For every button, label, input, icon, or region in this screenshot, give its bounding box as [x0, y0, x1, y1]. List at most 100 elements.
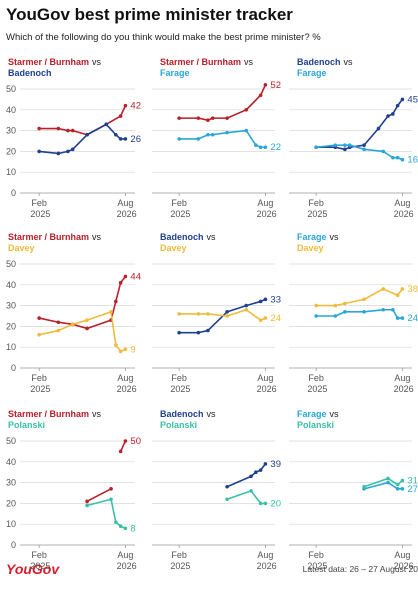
- data-point: [114, 343, 118, 347]
- legend-entry: Badenoch: [8, 68, 52, 78]
- data-point: [177, 312, 181, 316]
- panel-title: Badenoch vs Davey: [160, 232, 216, 253]
- x-tick-label: Feb 2025: [305, 198, 328, 219]
- data-point: [114, 132, 118, 137]
- data-point: [123, 526, 128, 531]
- data-point: [70, 147, 75, 152]
- data-point: [258, 145, 263, 150]
- value-label: 45: [407, 94, 418, 105]
- x-tick-label-line: Feb: [308, 198, 324, 208]
- data-point: [376, 126, 381, 131]
- data-point: [114, 299, 118, 304]
- panel: Starmer / Burnham vs Polanski 0 10 20 30 40 50 Fe…: [6, 409, 141, 571]
- x-tick-label: Aug 2026: [391, 198, 414, 219]
- data-point: [333, 314, 338, 318]
- data-point: [395, 316, 400, 320]
- data-point: [225, 130, 229, 135]
- series-line: [363, 477, 403, 488]
- panel-title: Farage vs Polanski: [297, 409, 339, 430]
- data-point: [66, 128, 70, 133]
- legend-entry: Davey: [297, 243, 324, 253]
- value-label: 38: [407, 284, 418, 295]
- title-joiner: vs: [207, 232, 217, 242]
- series-line: [86, 440, 127, 503]
- logo: YouGov: [6, 561, 60, 577]
- data-point: [263, 83, 268, 87]
- data-point: [343, 143, 347, 147]
- x-tick-label-line: Feb: [171, 550, 187, 560]
- x-tick-label: Feb 2025: [28, 550, 51, 571]
- x-tick-label-line: 2025: [28, 561, 51, 571]
- data-point: [225, 314, 229, 318]
- x-tick-label: Feb 2025: [168, 373, 191, 394]
- legend-entry: Polanski: [297, 420, 334, 430]
- data-point: [56, 126, 61, 131]
- legend-entry: Polanski: [8, 420, 45, 430]
- data-point: [206, 312, 210, 316]
- data-point: [114, 520, 118, 524]
- x-tick-label-line: 2026: [391, 561, 414, 571]
- data-point: [244, 108, 249, 112]
- data-point: [386, 480, 390, 485]
- data-point: [123, 439, 128, 443]
- value-label: 50: [130, 436, 141, 447]
- panel-title: Badenoch vs Farage: [297, 57, 353, 78]
- data-point: [362, 143, 366, 147]
- value-label: 26: [130, 134, 141, 145]
- data-point: [196, 116, 201, 120]
- legend-entry: Farage: [297, 409, 327, 419]
- panel-title: Starmer / Burnham vs Davey: [8, 232, 102, 253]
- x-tick-label-line: Feb: [308, 373, 324, 383]
- legend-entry: Starmer / Burnham: [8, 409, 89, 419]
- value-label: 22: [270, 142, 281, 153]
- legend-entry: Farage: [297, 68, 327, 78]
- data-point: [381, 287, 386, 291]
- x-tick-label-line: 2025: [168, 384, 191, 394]
- data-point: [391, 307, 395, 312]
- x-tick-label: Aug 2026: [114, 550, 137, 571]
- legend-entry: Starmer / Burnham: [8, 232, 89, 242]
- y-tick-label: 50: [6, 259, 16, 269]
- title-joiner: vs: [330, 232, 340, 242]
- subtitle: Which of the following do you think woul…: [6, 32, 321, 43]
- value-label: 8: [130, 523, 135, 534]
- data-point: [210, 116, 215, 120]
- data-point: [225, 310, 229, 314]
- x-tick-label-line: 2026: [114, 209, 137, 219]
- x-tick-label: Aug 2026: [391, 373, 414, 394]
- legend-entry: Badenoch: [297, 57, 341, 67]
- x-tick-label-line: Feb: [31, 550, 47, 560]
- x-tick-label: Aug 2026: [254, 373, 277, 394]
- data-point: [177, 330, 181, 335]
- data-point: [254, 143, 258, 147]
- data-point: [263, 297, 268, 302]
- panel-title: Starmer / Burnham vs Farage: [160, 57, 254, 78]
- data-point: [70, 322, 75, 327]
- title-joiner: vs: [92, 409, 102, 419]
- data-point: [263, 316, 268, 320]
- legend-entry: Badenoch: [160, 232, 204, 242]
- y-tick-label: 0: [11, 188, 16, 198]
- data-point: [395, 293, 400, 298]
- data-point: [118, 449, 123, 454]
- data-point: [391, 155, 395, 160]
- data-point: [56, 328, 61, 333]
- data-point: [362, 310, 366, 314]
- data-point: [249, 474, 253, 479]
- x-tick-label-line: 2025: [28, 384, 51, 394]
- y-tick-label: 10: [6, 519, 16, 529]
- data-point: [85, 503, 89, 508]
- x-tick-label: Feb 2025: [305, 373, 328, 394]
- y-tick-label: 40: [6, 457, 16, 467]
- data-point: [206, 118, 210, 122]
- value-label: 44: [130, 271, 141, 282]
- data-point: [347, 143, 352, 147]
- data-point: [386, 114, 390, 118]
- data-point: [56, 151, 61, 156]
- x-tick-label-line: 2026: [391, 384, 414, 394]
- x-tick-label-line: 2026: [254, 561, 277, 571]
- y-tick-label: 10: [6, 342, 16, 352]
- x-tick-label: Feb 2025: [28, 198, 51, 219]
